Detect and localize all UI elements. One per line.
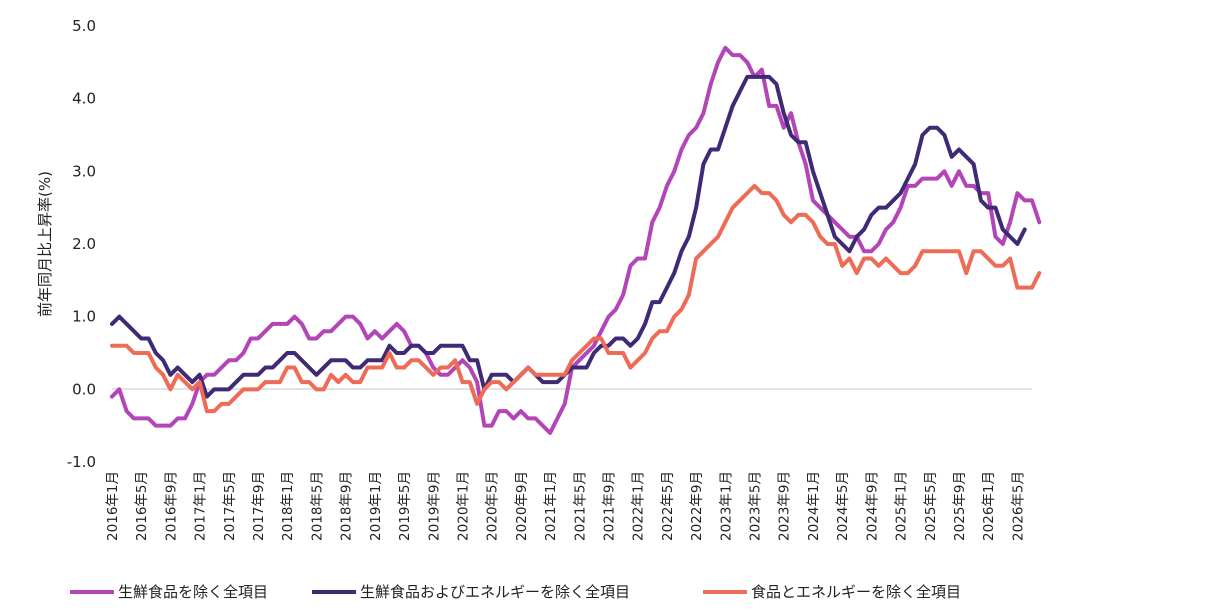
y-axis: -1.0 0.0 1.0 2.0 3.0 4.0 5.0 — [67, 17, 96, 471]
y-axis-label-group: 前年同月比上昇率(%) — [36, 171, 54, 317]
y-tick-label: 1.0 — [72, 308, 96, 326]
x-tick-label: 2017年9月 — [251, 471, 267, 541]
x-tick-label: 2025年9月 — [952, 471, 968, 541]
x-tick-label: 2026年5月 — [1010, 471, 1026, 541]
x-tick-label: 2022年5月 — [660, 471, 676, 541]
y-tick-label: 4.0 — [72, 90, 96, 108]
x-tick-label: 2017年5月 — [222, 471, 238, 541]
x-tick-label: 2025年5月 — [923, 471, 939, 541]
x-tick-label: 2016年9月 — [163, 471, 179, 541]
x-tick-label: 2023年9月 — [777, 471, 793, 541]
x-tick-label: 2018年1月 — [280, 471, 296, 541]
y-tick-label: 5.0 — [72, 17, 96, 35]
y-tick-label: 0.0 — [72, 380, 96, 398]
y-axis-label: 前年同月比上昇率(%) — [36, 171, 54, 317]
x-tick-label: 2024年9月 — [864, 471, 880, 541]
x-tick-label: 2022年1月 — [631, 471, 647, 541]
x-tick-label: 2018年5月 — [309, 471, 325, 541]
series-line-2 — [110, 74, 1027, 399]
x-tick-label: 2026年1月 — [981, 471, 997, 541]
x-tick-label: 2021年1月 — [543, 471, 559, 541]
x-tick-label: 2024年5月 — [835, 471, 851, 541]
x-tick-label: 2017年1月 — [193, 471, 209, 541]
x-tick-label: 2019年1月 — [368, 471, 384, 541]
x-tick-label: 2021年5月 — [572, 471, 588, 541]
x-tick-label: 2016年1月 — [105, 471, 121, 541]
x-tick-label: 2020年5月 — [485, 471, 501, 541]
x-tick-label: 2025年1月 — [894, 471, 910, 541]
x-tick-label: 2018年9月 — [339, 471, 355, 541]
series-line-3 — [110, 183, 1042, 414]
x-tick-label: 2020年9月 — [514, 471, 530, 541]
x-tick-label: 2021年9月 — [602, 471, 618, 541]
legend: 生鮮食品を除く全項目 生鮮食品およびエネルギーを除く全項目 食品とエネルギーを除く全… — [70, 583, 961, 601]
y-tick-label: -1.0 — [67, 453, 96, 471]
x-tick-label: 2024年1月 — [806, 471, 822, 541]
legend-label-3: 食品とエネルギーを除く全項目 — [751, 583, 961, 601]
x-tick-label: 2019年9月 — [426, 471, 442, 541]
y-tick-label: 2.0 — [72, 235, 96, 253]
x-tick-label: 2019年5月 — [397, 471, 413, 541]
x-tick-label: 2023年1月 — [718, 471, 734, 541]
series-lines — [110, 45, 1042, 435]
legend-label-1: 生鮮食品を除く全項目 — [118, 583, 268, 601]
legend-label-2: 生鮮食品およびエネルギーを除く全項目 — [360, 583, 630, 601]
x-axis: 2016年1月 2016年5月 2016年9月 2017年1月 2017年5月 2017年… — [105, 388, 1032, 541]
y-tick-label: 3.0 — [72, 162, 96, 180]
x-tick-label: 2022年9月 — [689, 471, 705, 541]
series-line-1 — [110, 45, 1042, 435]
x-tick-label: 2023年5月 — [748, 471, 764, 541]
x-tick-label: 2020年1月 — [455, 471, 471, 541]
x-tick-label: 2016年5月 — [134, 471, 150, 541]
